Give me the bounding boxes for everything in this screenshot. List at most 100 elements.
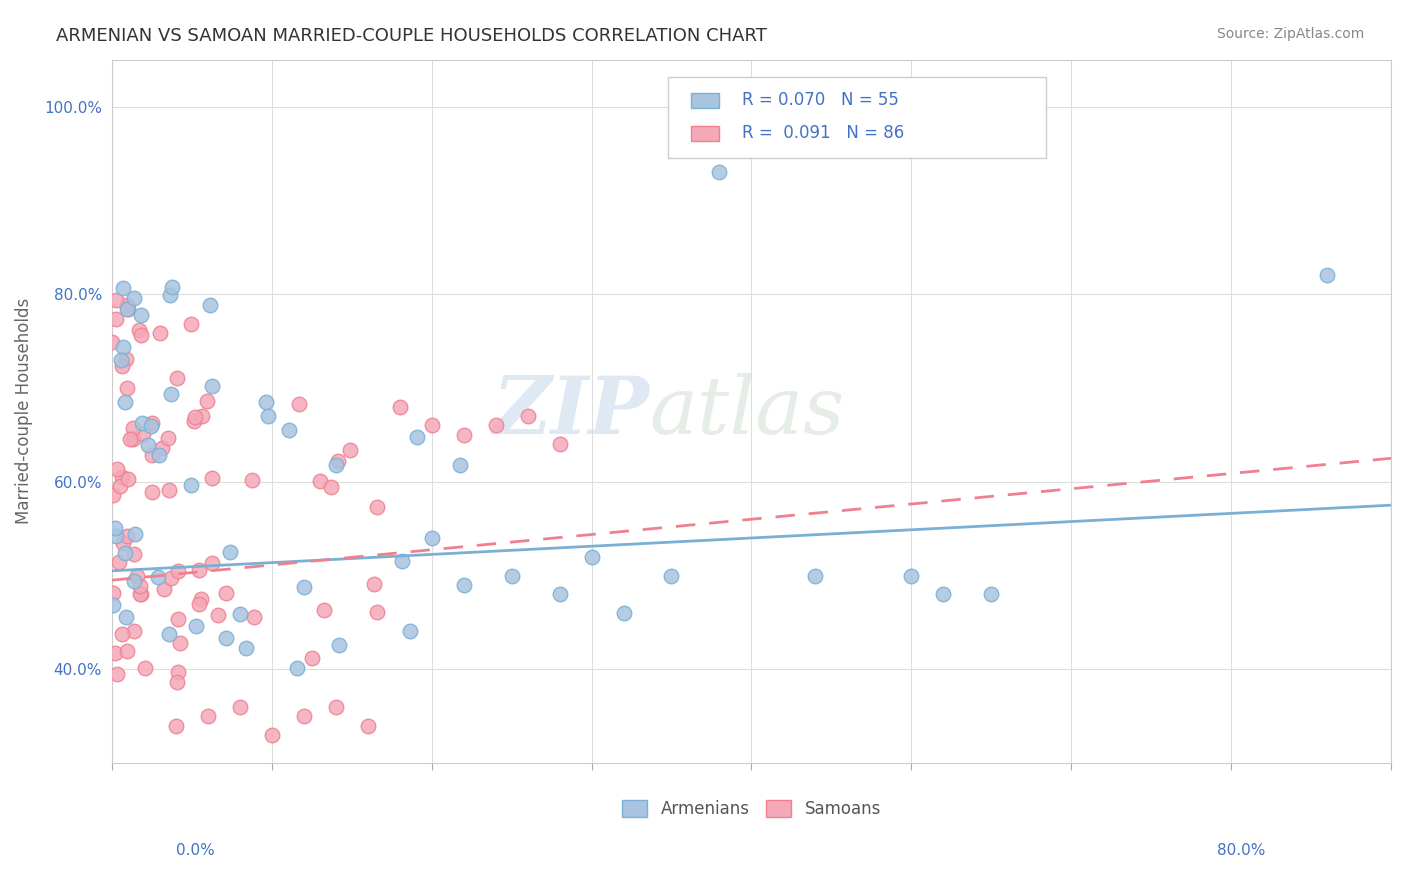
Point bbox=[146, 570, 169, 584]
Point bbox=[420, 531, 443, 545]
Point bbox=[105, 312, 128, 326]
Point bbox=[150, 441, 173, 455]
Legend: Armenians, Samoans: Armenians, Samoans bbox=[616, 794, 887, 825]
Point bbox=[157, 483, 180, 497]
Point bbox=[101, 488, 124, 502]
Point bbox=[900, 568, 922, 582]
Point bbox=[548, 587, 571, 601]
Point bbox=[129, 587, 152, 601]
Point bbox=[501, 568, 523, 582]
Point bbox=[180, 317, 202, 331]
Point bbox=[141, 448, 163, 462]
Point bbox=[339, 442, 361, 457]
Point bbox=[166, 564, 188, 578]
Point bbox=[229, 607, 252, 621]
FancyBboxPatch shape bbox=[692, 93, 720, 108]
Point bbox=[117, 644, 139, 658]
FancyBboxPatch shape bbox=[668, 78, 1046, 158]
Text: R = 0.070   N = 55: R = 0.070 N = 55 bbox=[742, 91, 900, 110]
Point bbox=[308, 474, 330, 488]
Point bbox=[215, 586, 238, 600]
Point bbox=[114, 395, 136, 409]
Point bbox=[118, 432, 141, 446]
Point bbox=[112, 536, 135, 550]
Point bbox=[108, 555, 131, 569]
Point bbox=[122, 624, 145, 638]
Point bbox=[229, 699, 252, 714]
Point bbox=[195, 394, 218, 409]
Point bbox=[235, 641, 257, 656]
Point bbox=[388, 400, 411, 414]
Point bbox=[292, 580, 315, 594]
Point bbox=[257, 409, 280, 423]
Point bbox=[356, 718, 378, 732]
Point bbox=[111, 359, 134, 373]
Point bbox=[219, 544, 242, 558]
Point bbox=[114, 546, 136, 560]
Point bbox=[366, 606, 388, 620]
Point bbox=[115, 302, 138, 317]
Point bbox=[287, 396, 309, 410]
Point bbox=[420, 418, 443, 433]
Text: atlas: atlas bbox=[650, 373, 845, 450]
Point bbox=[129, 327, 152, 342]
Point bbox=[287, 660, 309, 674]
Point bbox=[111, 470, 134, 484]
Point bbox=[581, 549, 603, 564]
Point bbox=[127, 569, 149, 583]
Point bbox=[131, 416, 153, 430]
Point bbox=[136, 438, 159, 452]
Point bbox=[932, 587, 955, 601]
Point bbox=[325, 699, 347, 714]
Point bbox=[709, 165, 731, 179]
Point bbox=[398, 624, 420, 639]
Point bbox=[111, 281, 134, 295]
Point bbox=[548, 437, 571, 451]
Point bbox=[159, 287, 181, 301]
Point bbox=[277, 423, 299, 437]
Point bbox=[115, 529, 138, 543]
Point bbox=[104, 529, 127, 543]
Point bbox=[114, 351, 136, 366]
Point bbox=[153, 582, 176, 596]
Point bbox=[108, 479, 131, 493]
Point bbox=[166, 612, 188, 626]
Point bbox=[139, 419, 162, 434]
Point bbox=[122, 574, 145, 589]
Point bbox=[980, 587, 1002, 601]
Point bbox=[110, 352, 132, 367]
Point bbox=[191, 409, 214, 423]
Point bbox=[128, 323, 150, 337]
Point bbox=[661, 568, 683, 582]
Point bbox=[328, 454, 350, 468]
Point bbox=[115, 610, 138, 624]
Point bbox=[254, 394, 277, 409]
FancyBboxPatch shape bbox=[692, 126, 720, 141]
Point bbox=[111, 340, 134, 354]
Point bbox=[148, 449, 170, 463]
Point bbox=[105, 462, 128, 476]
Point bbox=[183, 414, 205, 428]
Point bbox=[101, 598, 124, 612]
Point bbox=[157, 626, 180, 640]
Text: Source: ZipAtlas.com: Source: ZipAtlas.com bbox=[1216, 27, 1364, 41]
Point bbox=[134, 661, 156, 675]
Point bbox=[190, 591, 212, 606]
Text: ZIP: ZIP bbox=[492, 373, 650, 450]
Point bbox=[166, 665, 188, 679]
Point bbox=[149, 326, 172, 341]
Point bbox=[612, 606, 634, 620]
Point bbox=[363, 577, 385, 591]
Point bbox=[132, 426, 155, 441]
Point bbox=[243, 609, 266, 624]
Point bbox=[101, 585, 124, 599]
Point bbox=[165, 718, 187, 732]
Point bbox=[104, 646, 127, 660]
Point bbox=[484, 418, 506, 433]
Point bbox=[187, 597, 209, 611]
Point bbox=[124, 526, 146, 541]
Point bbox=[183, 410, 205, 425]
Point bbox=[115, 298, 138, 312]
Point bbox=[325, 458, 347, 472]
Point bbox=[122, 547, 145, 561]
